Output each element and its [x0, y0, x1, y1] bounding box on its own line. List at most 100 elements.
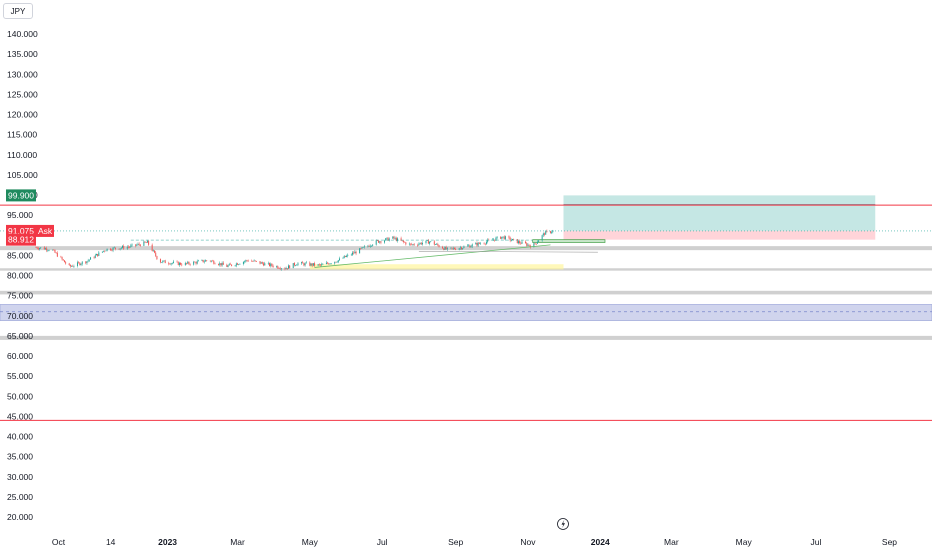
- candle-body-32: [87, 260, 89, 262]
- candle-body-61: [136, 244, 138, 246]
- candle-body-170: [317, 264, 319, 266]
- candle-body-217: [394, 238, 396, 239]
- candle-body-133: [254, 260, 256, 262]
- candle-body-279: [496, 236, 498, 238]
- x-tick-label: 2023: [158, 537, 177, 547]
- candle-body-137: [261, 262, 263, 264]
- candle-body-65: [143, 241, 145, 246]
- candle-body-138: [263, 263, 265, 266]
- candle-body-194: [355, 251, 357, 254]
- candle-body-301: [534, 243, 536, 244]
- candle-body-115: [226, 264, 228, 267]
- candle-body-0: [35, 247, 37, 248]
- candle-body-216: [393, 236, 395, 239]
- candle-body-293: [520, 243, 522, 244]
- candle-body-239: [430, 241, 432, 242]
- last-badge-bg: [6, 233, 36, 246]
- candle-body-229: [413, 244, 415, 246]
- candle-body-76: [161, 262, 163, 263]
- candle-body-119: [231, 264, 233, 266]
- candle-body-34: [90, 257, 92, 260]
- candle-body-79: [164, 260, 166, 264]
- candle-body-243: [437, 243, 439, 246]
- candle-body-252: [452, 248, 454, 249]
- candle-body-245: [442, 246, 444, 249]
- candle-body-101: [202, 259, 204, 263]
- x-tick-label: Sep: [448, 537, 463, 547]
- candle-body-29: [81, 261, 83, 264]
- candle-body-182: [336, 262, 338, 263]
- candle-body-298: [528, 244, 530, 246]
- candle-body-285: [508, 236, 510, 238]
- candle-body-189: [347, 254, 349, 256]
- candle-body-222: [402, 240, 404, 242]
- candle-body-19: [65, 262, 67, 264]
- candle-body-112: [220, 263, 222, 266]
- candle-body-157: [295, 265, 297, 266]
- candle-body-80: [168, 263, 170, 264]
- candle-body-264: [471, 244, 473, 247]
- candle-body-169: [314, 263, 316, 266]
- y-axis: 140.000 135.000 130.000 125.000 120.000 115.0…: [7, 29, 38, 522]
- candle-body-173: [321, 264, 323, 266]
- stop-zone: [563, 230, 876, 240]
- candle-body-242: [436, 243, 438, 245]
- candle-body-83: [171, 262, 173, 264]
- candle-body-218: [395, 238, 397, 241]
- candle-body-291: [517, 241, 519, 244]
- candle-body-305: [541, 235, 543, 241]
- candle-body-18: [63, 260, 65, 263]
- candle-body-86: [177, 261, 179, 266]
- candle-body-197: [361, 247, 363, 249]
- candle-body-72: [154, 250, 156, 253]
- candle-body-57: [129, 246, 131, 248]
- candle-body-292: [519, 241, 521, 244]
- x-tick-label: Oct: [52, 537, 66, 547]
- candle-body-124: [239, 263, 241, 265]
- candle-body-98: [196, 261, 198, 264]
- candle-body-237: [427, 240, 429, 244]
- candle-body-4: [40, 247, 42, 249]
- candle-body-192: [353, 252, 355, 254]
- candle-body-278: [495, 237, 497, 241]
- candle-body-187: [344, 255, 346, 257]
- x-tick-label: Jul: [811, 537, 822, 547]
- candle-body-238: [429, 241, 431, 244]
- candle-body-104: [206, 260, 208, 261]
- candle-body-28: [80, 263, 82, 265]
- y-tick-label: 85.000: [7, 250, 33, 260]
- candle-body-135: [259, 261, 261, 264]
- candle-body-226: [410, 243, 412, 245]
- candle-body-154: [289, 265, 291, 269]
- lightning-icon: [557, 518, 569, 530]
- candle-body-188: [346, 255, 348, 257]
- candle-body-139: [264, 263, 266, 266]
- candle-body-152: [286, 268, 288, 269]
- candle-body-306: [542, 233, 544, 236]
- candle-body-53: [122, 245, 124, 248]
- candle-body-125: [242, 261, 244, 264]
- candle-body-248: [445, 246, 447, 250]
- candle-body-174: [322, 264, 324, 265]
- candle-body-156: [293, 263, 295, 266]
- candle-body-77: [162, 260, 164, 263]
- candle-body-145: [276, 266, 278, 267]
- candle-body-287: [510, 240, 512, 241]
- candle-body-85: [176, 261, 178, 263]
- candle-body-48: [113, 247, 115, 249]
- candle-body-37: [95, 253, 97, 256]
- candle-body-102: [203, 261, 205, 263]
- currency-button[interactable]: JPY: [3, 3, 33, 19]
- candle-body-162: [303, 263, 305, 266]
- candle-body-30: [85, 261, 87, 264]
- candle-body-92: [187, 261, 189, 264]
- blue-zone: [0, 304, 932, 321]
- candle-body-8: [47, 250, 49, 251]
- candle-body-23: [72, 266, 74, 267]
- yellow-zone: [309, 264, 564, 270]
- candle-body-289: [513, 238, 515, 240]
- candle-body-231: [418, 243, 420, 246]
- trend-line-2: [418, 251, 598, 253]
- candle-body-201: [368, 245, 370, 247]
